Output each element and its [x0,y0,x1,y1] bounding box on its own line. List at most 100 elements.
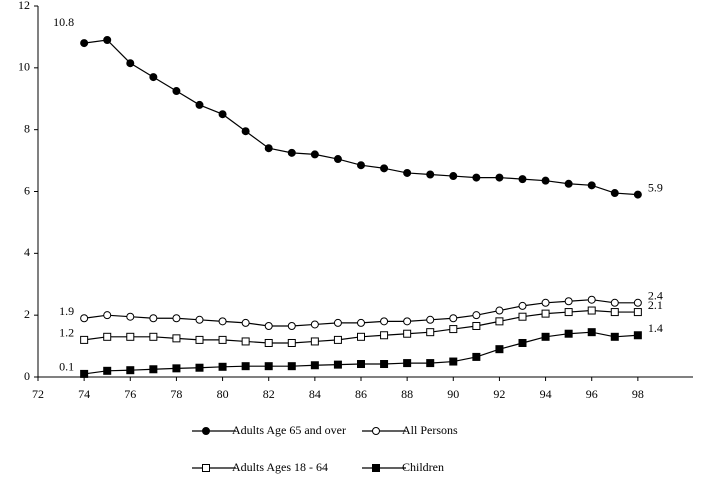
data-point [633,308,642,317]
data-point [80,335,89,344]
data-point [472,352,481,361]
data-point [472,311,481,320]
data-point [195,335,204,344]
data-point [172,87,181,96]
data-point [149,73,158,82]
data-point [287,362,296,371]
data-point [357,332,365,341]
data-point [564,179,573,188]
y-tick-label: 2 [24,307,30,321]
x-tick-label: 88 [401,387,413,401]
data-point [333,318,342,327]
data-point [241,127,250,136]
data-point [264,362,273,371]
legend-label: Adults Ages 18 - 64 [232,460,328,474]
data-point [126,366,135,375]
data-point [241,318,250,327]
data-point [357,161,365,170]
x-tick-label: 92 [493,387,505,401]
data-point [564,329,573,338]
x-tick-label: 78 [170,387,182,401]
data-point [518,301,527,310]
data-point [449,314,458,323]
legend-marker [202,464,210,472]
x-tick-label: 90 [447,387,459,401]
x-tick-label: 74 [78,387,90,401]
data-point [403,329,412,338]
data-point [310,150,319,159]
data-point [380,317,389,326]
data-point [541,309,550,318]
data-point [218,362,227,371]
data-point [241,362,250,371]
data-point [426,170,435,179]
data-point [380,331,389,340]
data-label: 1.2 [59,326,74,340]
data-point [633,298,642,307]
data-point [195,100,204,109]
data-point [80,314,89,323]
y-tick-label: 6 [24,183,30,197]
data-point [333,360,342,369]
data-point [541,176,550,185]
data-point [587,295,596,304]
x-tick-label: 72 [32,387,44,401]
y-tick-label: 4 [24,245,30,259]
x-tick-label: 76 [124,387,136,401]
data-point [264,321,273,330]
data-point [633,331,642,340]
data-point [518,312,527,321]
data-point [172,314,181,323]
data-point [541,298,550,307]
data-point [80,39,89,48]
data-point [195,363,204,372]
data-point [403,317,412,326]
data-point [287,321,296,330]
data-point [218,317,227,326]
data-point [195,315,204,324]
data-point [610,189,619,198]
data-point [426,315,435,324]
x-tick-label: 94 [540,387,552,401]
data-point [495,306,504,315]
data-point [218,335,227,344]
data-point [610,332,619,341]
data-point [426,328,435,337]
data-label: 2.1 [648,298,663,312]
data-point [126,312,135,321]
data-point [103,366,112,375]
data-point [610,298,619,307]
data-point [333,155,342,164]
y-tick-label: 8 [24,121,30,135]
legend-marker [202,427,210,435]
legend-label: All Persons [402,423,458,437]
data-point [149,332,158,341]
data-point [103,332,112,341]
data-point [264,338,273,347]
data-point [103,311,112,320]
data-point [472,321,481,330]
data-point [357,318,365,327]
y-tick-label: 12 [18,0,30,12]
data-point [426,359,435,368]
y-tick-label: 10 [18,60,30,74]
legend-marker [372,427,380,435]
y-tick-label: 0 [24,369,30,383]
legend-marker [372,464,380,472]
data-point [149,314,158,323]
data-point [449,325,458,334]
data-point [518,175,527,184]
data-point [380,164,389,173]
data-point [587,328,596,337]
data-point [287,338,296,347]
x-tick-label: 86 [355,387,367,401]
data-point [472,173,481,182]
data-point [172,364,181,373]
data-label: 5.9 [648,180,663,194]
data-point [126,59,135,68]
data-point [403,168,412,177]
data-point [518,338,527,347]
x-tick-label: 98 [632,387,644,401]
data-point [103,36,112,45]
